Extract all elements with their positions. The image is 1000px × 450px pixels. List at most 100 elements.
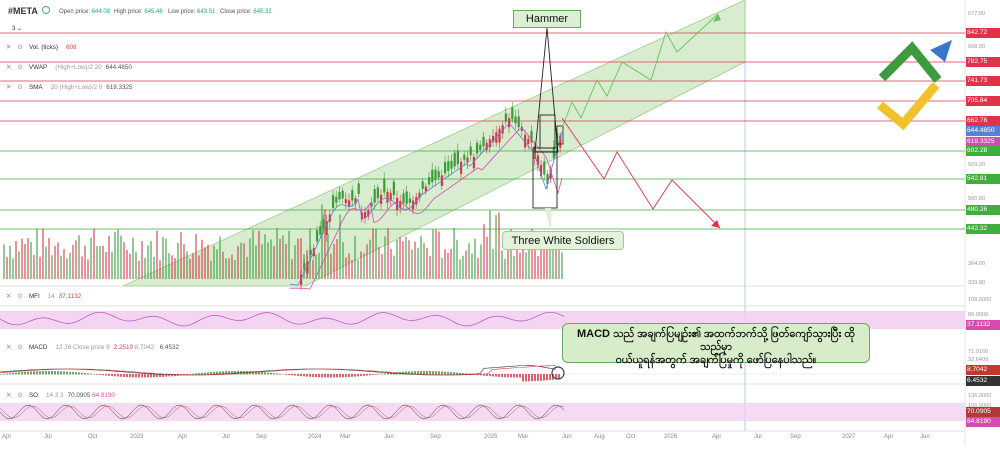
price-tick-label: 339.80 — [968, 280, 986, 286]
macd-histogram-bar — [129, 374, 131, 378]
candle — [332, 195, 335, 208]
macd-histogram-bar — [36, 371, 38, 375]
volume-bar — [249, 238, 251, 279]
macd-histogram-bar — [96, 374, 98, 375]
indicator-name: SMA — [28, 84, 43, 91]
macd-histogram-bar — [114, 374, 116, 377]
volume-bar — [387, 228, 389, 279]
so-k-line — [0, 404, 565, 420]
volume-bar — [321, 204, 323, 279]
volume-bar — [375, 228, 377, 279]
macd-histogram-bar — [78, 372, 80, 375]
indicator-value: 70.0905 — [67, 392, 91, 399]
volume-bar — [543, 249, 545, 279]
volume-bar — [336, 239, 338, 279]
macd-histogram-bar — [138, 374, 140, 378]
candle — [399, 200, 402, 209]
volume-bar — [210, 260, 212, 279]
macd-histogram-bar — [15, 372, 17, 375]
indicator-mfi[interactable]: ✕ ⚙ MFI 14 37.1132 — [6, 293, 81, 305]
candle — [530, 130, 533, 143]
macd-histogram-bar — [66, 371, 68, 375]
macd-histogram-bar — [90, 373, 92, 375]
volume-bar — [267, 242, 269, 279]
volume-bar — [519, 252, 521, 279]
macd-histogram-bar — [252, 371, 254, 375]
indicator-params: 14 — [47, 293, 55, 300]
macd-histogram-bar — [306, 374, 308, 377]
volume-bar — [507, 248, 509, 279]
candle — [428, 177, 431, 185]
chart-header: #META Open price: 644.08 High price: 645… — [0, 0, 1000, 22]
macd-histogram-bar — [102, 374, 104, 376]
hammer-pointer — [534, 27, 559, 153]
time-tick-label: 2024 — [308, 434, 322, 440]
candle — [392, 181, 395, 196]
candle — [357, 183, 360, 194]
indicator-so[interactable]: ✕ ⚙ SO 14 3 3 70.0905 64.8190 — [6, 392, 115, 404]
macd-histogram-bar — [30, 371, 32, 375]
volume-bar — [204, 247, 206, 279]
indicator-vol[interactable]: ✕ ⚙ Vol. (ticks) 608 — [6, 44, 77, 56]
volume-bar — [297, 238, 299, 279]
panel-selector[interactable]: 3 ⌄ — [12, 25, 40, 35]
so-tick-label: 136.0000 — [968, 393, 992, 399]
volume-bar — [414, 241, 416, 279]
volume-bar — [21, 238, 23, 279]
macd-cross-marker — [551, 366, 565, 380]
candle — [306, 261, 309, 274]
volume-bar — [300, 237, 302, 279]
candle — [488, 139, 491, 148]
mfi-tick-label: 80.0000 — [968, 312, 989, 318]
candle — [402, 193, 405, 203]
volume-bar — [417, 247, 419, 279]
volume-bar — [471, 253, 473, 279]
macd-histogram-bar — [126, 374, 128, 378]
volume-bar — [153, 256, 155, 279]
macd-histogram-bar — [324, 374, 326, 378]
price-tick-label: 677.00 — [968, 11, 986, 17]
time-tick-label: Jul — [754, 434, 762, 440]
clock-icon[interactable] — [42, 6, 50, 14]
macd-histogram-bar — [222, 371, 224, 375]
volume-bar — [330, 253, 332, 279]
close-icon: ✕ — [6, 64, 12, 71]
macd-histogram-bar — [75, 372, 77, 375]
volume-bar — [288, 230, 290, 279]
indicator-value: 6.4532 — [159, 344, 180, 351]
open-value: 644.08 — [91, 9, 111, 15]
indicator-sma[interactable]: ✕ ⚙ SMA 20 (High+Low)/2 0 619.3325 — [6, 84, 133, 96]
time-tick-label: Apr — [884, 434, 894, 440]
time-tick-label: Aug — [594, 434, 605, 440]
volume-bar — [108, 235, 110, 279]
volume-bar — [219, 236, 221, 279]
macd-histogram-bar — [480, 374, 482, 376]
macd-histogram-bar — [195, 373, 197, 375]
macd-histogram-bar — [18, 372, 20, 375]
volume-bar — [426, 247, 428, 279]
macd-histogram-bar — [387, 373, 389, 375]
macd-histogram-bar — [435, 371, 437, 375]
volume-bar — [537, 256, 539, 279]
volume-bar — [60, 255, 62, 279]
volume-bar — [96, 246, 98, 279]
volume-bar — [510, 228, 512, 279]
volume-bar — [39, 256, 41, 279]
candle — [472, 156, 475, 169]
price-level-badge: 442.32 — [966, 224, 1000, 234]
volume-bar — [558, 235, 560, 279]
macd-histogram-bar — [309, 374, 311, 377]
indicator-vwap[interactable]: ✕ ⚙ VWAP (High+Low)/2 20 644.4850 — [6, 64, 132, 76]
time-tick-label: Sep — [256, 434, 267, 440]
macd-histogram-bar — [282, 373, 284, 375]
macd-histogram-bar — [486, 374, 488, 376]
close-label: Close price: — [220, 9, 252, 15]
indicator-macd[interactable]: ✕ ⚙ MACD 12 26 Close price 9 2.2510 8.7042 6… — [6, 344, 179, 356]
macd-histogram-bar — [456, 372, 458, 375]
macd-histogram-bar — [144, 374, 146, 378]
macd-histogram-bar — [540, 374, 542, 381]
time-tick-label: Mar — [518, 434, 529, 440]
candle — [492, 135, 495, 143]
volume-bar — [66, 258, 68, 279]
